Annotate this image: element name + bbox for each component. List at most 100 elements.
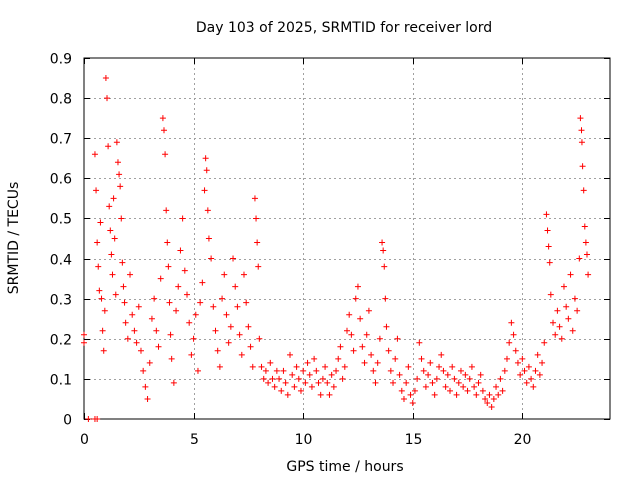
data-point (324, 379, 331, 386)
data-points (81, 75, 592, 422)
data-point (466, 375, 473, 382)
data-point (488, 403, 495, 410)
x-tick-label: 10 (295, 432, 313, 448)
data-point (289, 371, 296, 378)
data-point (205, 235, 212, 242)
data-point (315, 379, 322, 386)
data-point (534, 351, 541, 358)
data-point (382, 295, 389, 302)
data-point (521, 367, 528, 374)
x-tick-label: 5 (190, 432, 199, 448)
data-point (179, 215, 186, 222)
data-point (552, 331, 559, 338)
data-point (508, 319, 515, 326)
data-point (328, 371, 335, 378)
data-point (98, 295, 105, 302)
data-point (339, 375, 346, 382)
data-point (554, 307, 561, 314)
data-point (365, 307, 372, 314)
data-point (422, 383, 429, 390)
grid-layer (84, 58, 610, 419)
data-point (414, 375, 421, 382)
data-point (539, 359, 546, 366)
data-point (249, 363, 256, 370)
data-point (565, 315, 572, 322)
data-point (267, 359, 274, 366)
data-point (140, 367, 147, 374)
data-point (262, 367, 269, 374)
data-point (297, 387, 304, 394)
data-point (354, 283, 361, 290)
data-point (159, 115, 166, 122)
data-point (396, 371, 403, 378)
data-point (227, 323, 234, 330)
data-point (567, 271, 574, 278)
data-point (438, 351, 445, 358)
data-point (317, 391, 324, 398)
data-point (240, 271, 247, 278)
data-point (493, 383, 500, 390)
data-point (276, 375, 283, 382)
data-point (333, 367, 340, 374)
data-point (302, 379, 309, 386)
data-point (525, 363, 532, 370)
data-point (544, 227, 551, 234)
x-tick-label: 20 (514, 432, 532, 448)
data-point (379, 239, 386, 246)
data-point (165, 263, 172, 270)
data-point (280, 367, 287, 374)
data-point (194, 367, 201, 374)
data-point (506, 339, 513, 346)
y-tick-label: 0.3 (50, 293, 72, 309)
data-point (102, 75, 109, 82)
data-point (503, 355, 510, 362)
data-point (135, 303, 142, 310)
data-point (108, 251, 115, 258)
data-point (571, 295, 578, 302)
data-point (175, 283, 182, 290)
data-point (392, 355, 399, 362)
data-point (477, 371, 484, 378)
data-point (510, 331, 517, 338)
data-point (374, 359, 381, 366)
data-point (460, 383, 467, 390)
data-point (236, 331, 243, 338)
x-axis-label: GPS time / hours (286, 459, 403, 475)
data-point (346, 311, 353, 318)
data-point (99, 327, 106, 334)
data-point (319, 375, 326, 382)
data-point (560, 283, 567, 290)
data-point (585, 271, 592, 278)
data-point (468, 363, 475, 370)
data-point (545, 243, 552, 250)
data-point (457, 367, 464, 374)
data-point (350, 347, 357, 354)
data-point (162, 151, 169, 158)
data-point (546, 259, 553, 266)
data-point (335, 355, 342, 362)
data-point (107, 227, 114, 234)
data-point (462, 371, 469, 378)
data-point (482, 395, 489, 402)
data-point (284, 391, 291, 398)
data-point (199, 279, 206, 286)
data-point (295, 375, 302, 382)
data-point (449, 363, 456, 370)
y-tick-label: 0.8 (50, 92, 72, 108)
data-point (311, 355, 318, 362)
data-point (142, 383, 149, 390)
data-point (541, 339, 548, 346)
data-point (383, 323, 390, 330)
data-point (124, 335, 131, 342)
data-point (271, 383, 278, 390)
data-point (232, 283, 239, 290)
data-point (160, 127, 167, 134)
data-point (464, 387, 471, 394)
data-point (547, 291, 554, 298)
data-point (486, 391, 493, 398)
ticks-layer: 0 0.1 0.2 0.3 0.4 0.5 0.6 0.7 0.8 0.9 0 5 10 15 20 (50, 52, 610, 448)
data-point (163, 207, 170, 214)
data-point (514, 359, 521, 366)
data-point (352, 295, 359, 302)
data-point (273, 367, 280, 374)
